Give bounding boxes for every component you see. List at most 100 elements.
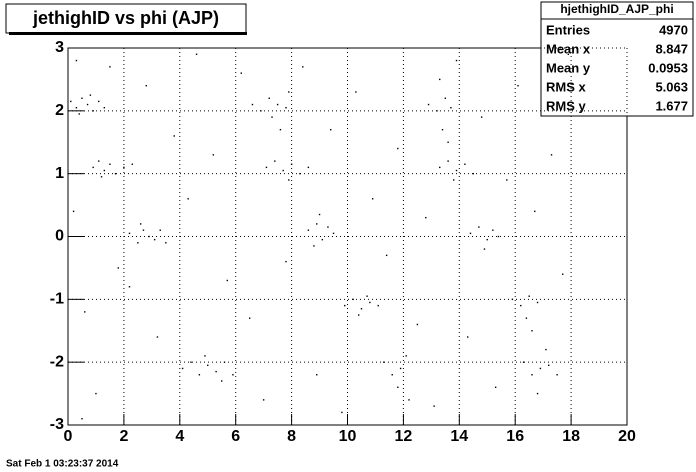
point — [204, 355, 206, 357]
point — [131, 163, 133, 165]
stats-value: 1.677 — [655, 98, 688, 113]
point — [383, 361, 385, 363]
point — [545, 348, 547, 351]
point — [528, 295, 530, 297]
stats-box — [540, 1, 694, 117]
x-tick-label: 14 — [450, 428, 468, 445]
point — [397, 147, 399, 150]
chart-title: jethighID vs phi (AJP) — [32, 8, 219, 28]
point — [226, 279, 229, 282]
point — [441, 128, 444, 131]
point — [86, 103, 89, 106]
x-tick-label: 2 — [119, 428, 128, 445]
point — [190, 361, 192, 363]
point — [567, 53, 570, 55]
point — [274, 160, 276, 162]
point — [316, 374, 318, 376]
point — [271, 116, 273, 118]
point — [492, 229, 494, 231]
point — [232, 374, 234, 376]
point — [556, 374, 558, 376]
point — [436, 110, 438, 112]
point — [321, 238, 324, 241]
point — [464, 163, 466, 165]
x-tick-label: 0 — [64, 428, 73, 445]
x-tick-label: 4 — [175, 428, 184, 445]
point — [84, 311, 86, 313]
point — [81, 418, 83, 420]
stats-label: Mean x — [546, 41, 591, 56]
point — [290, 163, 293, 165]
point — [548, 364, 550, 367]
point — [307, 166, 310, 169]
point — [75, 59, 78, 62]
x-tick-label: 12 — [395, 428, 413, 445]
point — [103, 106, 106, 109]
point — [268, 97, 270, 99]
point — [480, 116, 483, 118]
point — [313, 245, 315, 247]
point — [531, 330, 533, 332]
point — [307, 229, 310, 231]
y-tick-label: -3 — [50, 416, 64, 433]
point — [439, 166, 441, 169]
point — [109, 66, 111, 68]
point — [506, 179, 508, 181]
point — [98, 160, 100, 162]
point — [109, 163, 111, 165]
point — [299, 172, 301, 175]
point — [369, 301, 371, 304]
x-tick-label: 6 — [231, 428, 240, 445]
point — [332, 232, 335, 235]
x-tick-label: 20 — [618, 428, 636, 445]
point — [455, 59, 458, 62]
x-tick-label: 16 — [506, 428, 524, 445]
point — [408, 399, 410, 401]
stats-value: 8.847 — [655, 41, 688, 56]
point — [262, 399, 265, 401]
point — [522, 361, 525, 363]
point — [95, 392, 97, 395]
point — [316, 223, 318, 225]
point — [341, 411, 343, 414]
title-box — [5, 3, 247, 34]
point — [536, 392, 539, 395]
point — [223, 361, 226, 363]
point — [497, 235, 500, 238]
point — [371, 198, 374, 200]
point — [377, 304, 379, 307]
point — [391, 374, 393, 376]
point — [385, 254, 388, 257]
point — [453, 179, 455, 181]
point — [139, 223, 142, 225]
point — [455, 169, 458, 172]
point — [72, 210, 75, 213]
point — [282, 169, 284, 172]
point — [399, 367, 402, 370]
point — [117, 267, 120, 269]
point — [450, 106, 452, 109]
point — [397, 386, 399, 388]
point — [469, 232, 472, 235]
point — [153, 238, 156, 241]
point — [288, 179, 290, 181]
y-tick-label: 2 — [55, 102, 64, 119]
point — [187, 198, 189, 200]
point — [89, 94, 92, 96]
point — [98, 100, 100, 103]
point — [550, 154, 553, 156]
point — [466, 336, 469, 338]
point — [416, 323, 419, 326]
point — [279, 128, 282, 131]
point — [165, 242, 167, 244]
point — [288, 91, 290, 93]
title-shadow — [9, 32, 247, 35]
point — [405, 355, 407, 357]
point — [173, 135, 175, 137]
point — [207, 364, 209, 367]
point — [198, 374, 201, 376]
point — [562, 273, 564, 275]
point — [355, 91, 357, 93]
point — [285, 106, 287, 109]
